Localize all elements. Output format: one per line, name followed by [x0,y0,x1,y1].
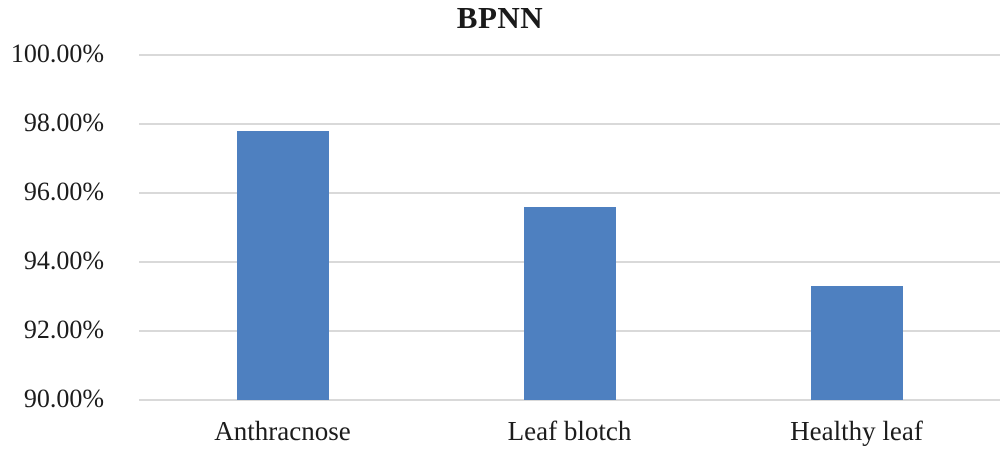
y-tick-label: 100.00% [10,38,104,68]
bar-anthracnose [236,130,329,400]
chart-title: BPNN [456,0,544,35]
y-tick-label: 98.00% [23,107,104,137]
y-axis: 100.00% 98.00% 96.00% 94.00% 92.00% 90.00% [0,0,104,453]
x-tick-label: Healthy leaf [790,416,923,446]
bar-healthy-leaf [810,286,903,400]
plot-area [139,54,1000,401]
y-tick-label: 94.00% [23,245,104,275]
gridline [139,123,1000,125]
y-tick-label: 96.00% [23,176,104,206]
x-tick-label: Leaf blotch [507,416,632,446]
y-tick-label: 92.00% [23,314,104,344]
gridline [139,54,1000,56]
gridline [139,192,1000,194]
gridline [139,399,1000,401]
x-tick-label: Anthracnose [214,416,351,446]
y-tick-label: 90.00% [23,383,104,413]
bar-leaf-blotch [523,206,616,400]
